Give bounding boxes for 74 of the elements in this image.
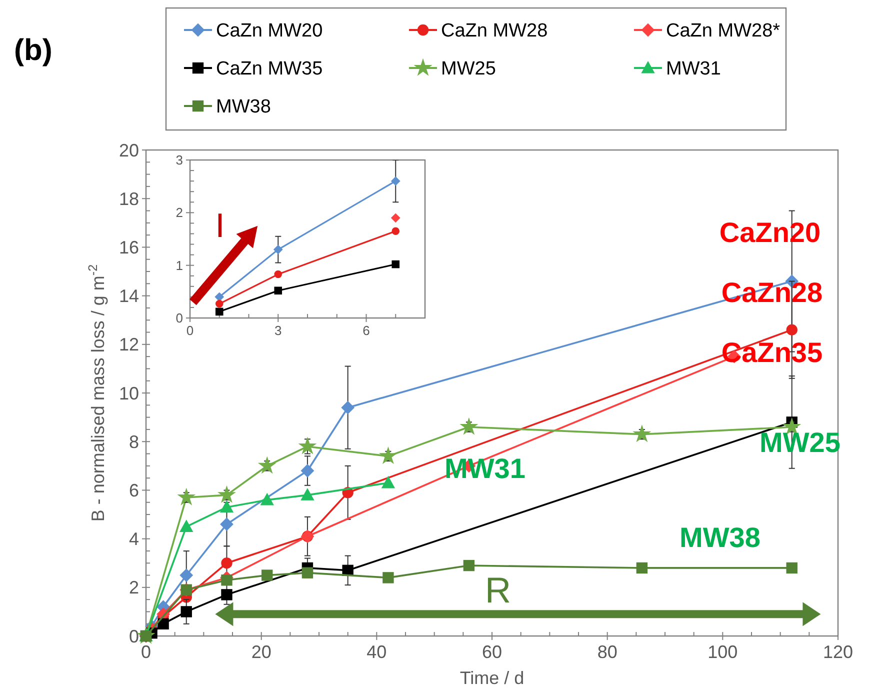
- point: [299, 438, 316, 454]
- x-tick-label: 80: [597, 642, 618, 662]
- point: [463, 560, 475, 572]
- annotation: I: [215, 206, 225, 245]
- point: [380, 447, 397, 464]
- y-tick-label: 2: [176, 205, 183, 220]
- y-tick-label: 6: [128, 480, 139, 500]
- point: [302, 567, 314, 578]
- point: [460, 418, 478, 434]
- point: [220, 518, 234, 531]
- point: [634, 426, 650, 442]
- y-tick-label: 0: [128, 626, 139, 646]
- point: [215, 308, 224, 316]
- x-tick-label: 60: [482, 642, 502, 662]
- annotation: R: [485, 570, 511, 611]
- y-tick-label: 16: [118, 238, 139, 258]
- point: [215, 300, 224, 308]
- x-tick-label: 3: [274, 323, 282, 338]
- y-tick-label: 14: [118, 286, 139, 306]
- y-tick-label: 2: [128, 578, 139, 598]
- y-tick-label: 0: [176, 310, 183, 326]
- point: [220, 500, 234, 513]
- legend-label: CaZn MW35: [216, 58, 323, 80]
- point: [392, 260, 400, 268]
- legend-label: CaZn MW28: [441, 20, 548, 42]
- point: [258, 457, 276, 474]
- point: [221, 574, 232, 586]
- point: [786, 562, 798, 574]
- point: [158, 618, 169, 630]
- point: [178, 488, 195, 505]
- y-tick-label: 3: [176, 152, 183, 168]
- annotation: MW38: [680, 522, 760, 553]
- legend-label: MW25: [441, 58, 496, 80]
- point: [221, 558, 232, 569]
- legend-label: CaZn MW28*: [666, 20, 781, 42]
- y-tick-label: 12: [118, 334, 139, 355]
- x-axis-title: Time / d: [460, 668, 524, 688]
- point: [221, 589, 232, 600]
- point: [260, 493, 274, 506]
- point: [636, 562, 648, 574]
- point: [341, 401, 354, 414]
- y-tick-label: 20: [118, 140, 139, 160]
- point: [274, 270, 282, 278]
- point: [180, 606, 192, 618]
- x-tick-label: 6: [362, 323, 370, 338]
- legend-label: MW31: [666, 58, 721, 80]
- text: (b): [14, 34, 52, 67]
- y-tick-label: 1: [176, 258, 183, 273]
- point: [391, 213, 400, 222]
- point: [218, 486, 236, 502]
- y-tick-label: 4: [128, 529, 139, 550]
- x-tick-label: 120: [822, 642, 854, 662]
- y-tick-label: 10: [118, 383, 139, 404]
- point: [382, 572, 394, 584]
- x-tick-label: 100: [708, 642, 738, 662]
- x-tick-label: 0: [186, 323, 194, 338]
- point: [300, 488, 314, 500]
- point: [214, 292, 224, 302]
- point: [392, 227, 400, 235]
- point: [786, 324, 798, 336]
- point: [180, 568, 193, 582]
- point: [300, 464, 314, 478]
- point: [274, 286, 282, 295]
- point: [274, 245, 283, 254]
- y-tick-label: 18: [118, 188, 139, 209]
- point: [391, 176, 400, 186]
- point: [382, 476, 395, 488]
- x-tick-label: 20: [251, 642, 272, 662]
- y-tick-label: 8: [128, 432, 139, 452]
- x-tick-label: 40: [366, 642, 387, 662]
- point: [262, 570, 273, 581]
- legend-label: MW38: [216, 96, 271, 118]
- point: [180, 520, 193, 532]
- legend-label: CaZn MW20: [216, 20, 323, 42]
